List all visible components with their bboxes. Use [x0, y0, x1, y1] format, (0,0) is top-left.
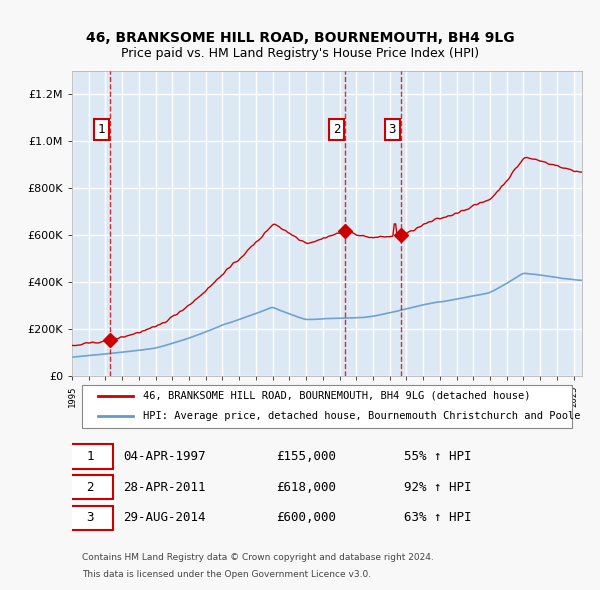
- Text: 46, BRANKSOME HILL ROAD, BOURNEMOUTH, BH4 9LG (detached house): 46, BRANKSOME HILL ROAD, BOURNEMOUTH, BH…: [143, 391, 531, 401]
- Text: This data is licensed under the Open Government Licence v3.0.: This data is licensed under the Open Gov…: [82, 570, 371, 579]
- Text: 55% ↑ HPI: 55% ↑ HPI: [404, 450, 471, 463]
- FancyBboxPatch shape: [67, 475, 113, 499]
- Text: 3: 3: [389, 123, 396, 136]
- Text: Price paid vs. HM Land Registry's House Price Index (HPI): Price paid vs. HM Land Registry's House …: [121, 47, 479, 60]
- Text: 92% ↑ HPI: 92% ↑ HPI: [404, 481, 471, 494]
- Text: 63% ↑ HPI: 63% ↑ HPI: [404, 512, 471, 525]
- Text: £600,000: £600,000: [276, 512, 336, 525]
- Text: 29-AUG-2014: 29-AUG-2014: [123, 512, 205, 525]
- Text: 3: 3: [86, 512, 94, 525]
- Text: 1: 1: [86, 450, 94, 463]
- Text: £618,000: £618,000: [276, 481, 336, 494]
- Text: HPI: Average price, detached house, Bournemouth Christchurch and Poole: HPI: Average price, detached house, Bour…: [143, 411, 581, 421]
- FancyBboxPatch shape: [67, 506, 113, 530]
- Text: 04-APR-1997: 04-APR-1997: [123, 450, 205, 463]
- Text: £155,000: £155,000: [276, 450, 336, 463]
- FancyBboxPatch shape: [67, 444, 113, 469]
- Text: 1: 1: [98, 123, 105, 136]
- Text: 2: 2: [86, 481, 94, 494]
- Text: 46, BRANKSOME HILL ROAD, BOURNEMOUTH, BH4 9LG: 46, BRANKSOME HILL ROAD, BOURNEMOUTH, BH…: [86, 31, 514, 45]
- Text: Contains HM Land Registry data © Crown copyright and database right 2024.: Contains HM Land Registry data © Crown c…: [82, 553, 434, 562]
- Text: 2: 2: [333, 123, 340, 136]
- FancyBboxPatch shape: [82, 385, 572, 428]
- Text: 28-APR-2011: 28-APR-2011: [123, 481, 205, 494]
